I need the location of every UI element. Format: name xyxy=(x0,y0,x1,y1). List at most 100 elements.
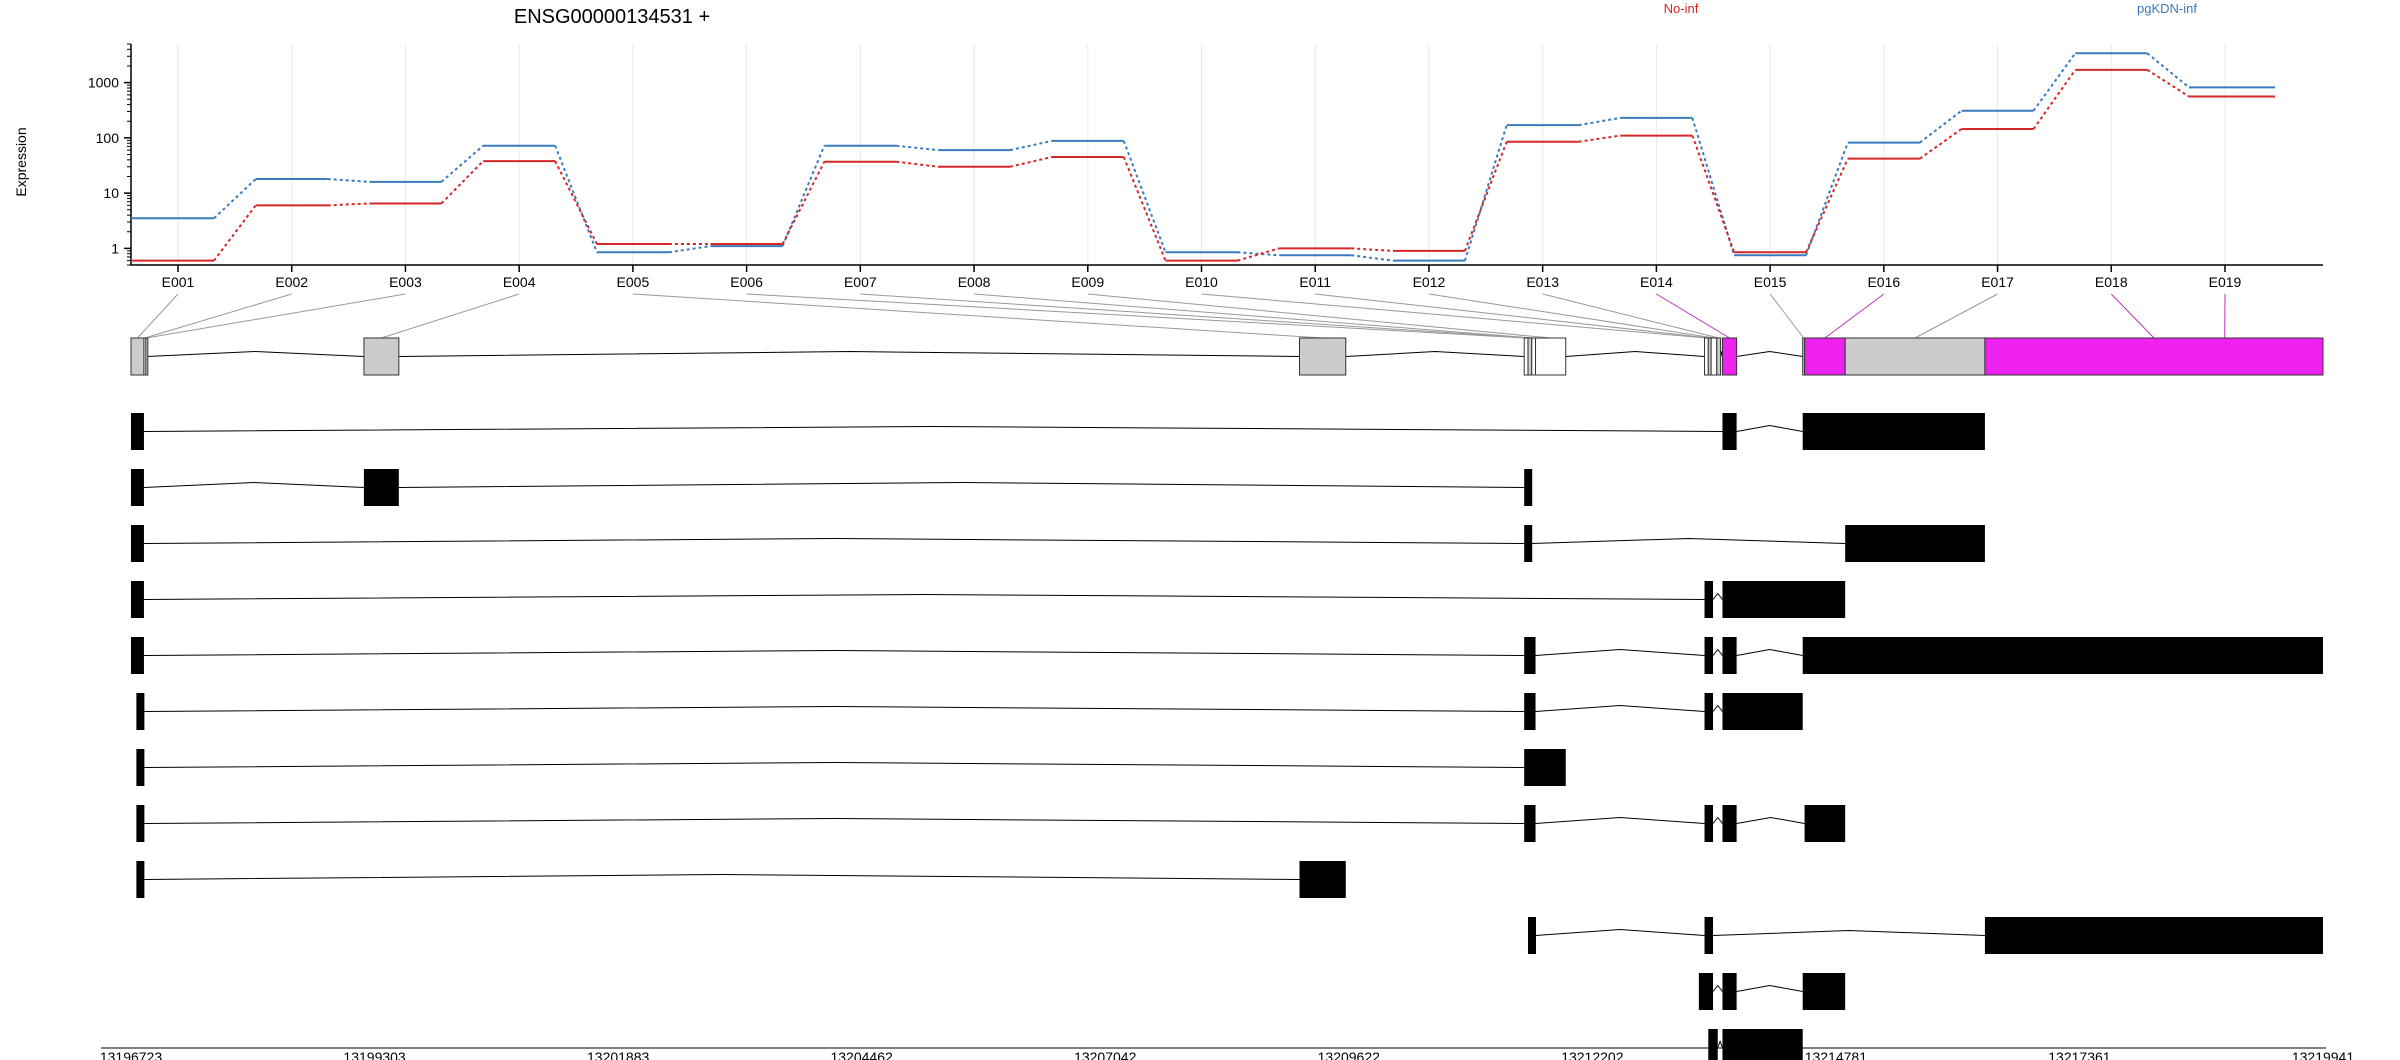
exon-connector-e016 xyxy=(1824,293,1885,339)
series-no-inf-connector xyxy=(1578,134,1621,143)
transcript-exon xyxy=(1802,637,2323,674)
exon-connector-e009 xyxy=(1087,293,1551,339)
transcript-exon xyxy=(1299,861,1346,898)
series-pgkdn-inf-connector xyxy=(668,245,711,254)
transcript-intron xyxy=(1736,816,1805,824)
y-axis-label: Expression xyxy=(13,127,29,196)
transcript-intron xyxy=(1531,537,1846,544)
series-pgkdn-inf-connector xyxy=(213,178,257,220)
transcript-exon xyxy=(1704,637,1714,674)
genomic-tick-label: 13214781 xyxy=(1805,1049,1868,1060)
genomic-tick-label: 13209622 xyxy=(1318,1049,1381,1060)
transcript-exon xyxy=(1524,749,1566,786)
exon-connector-e002 xyxy=(144,293,292,339)
x-tick-label: E010 xyxy=(1185,274,1218,290)
y-tick-label: 10 xyxy=(103,185,119,201)
gene-exon-e003 xyxy=(145,337,149,376)
transcript-exon xyxy=(1722,1029,1803,1060)
gene-intron xyxy=(1736,350,1803,357)
gene-model xyxy=(130,293,2324,376)
transcript-8 xyxy=(136,805,1846,842)
exon-connector-e012 xyxy=(1428,293,1715,339)
transcript-exon xyxy=(136,805,145,842)
transcript-exon xyxy=(1698,973,1714,1010)
genomic-tick-label: 13207042 xyxy=(1074,1049,1137,1060)
transcript-11 xyxy=(1698,973,1846,1010)
exon-connector-e018 xyxy=(2110,293,2155,339)
series-no-inf-connector xyxy=(1237,247,1280,262)
series-pgkdn-inf-connector xyxy=(1578,116,1621,127)
transcript-exon xyxy=(136,693,145,730)
transcript-exon xyxy=(363,469,399,506)
transcript-intron xyxy=(1736,424,1803,432)
x-tick-label: E011 xyxy=(1299,274,1331,290)
gene-intron xyxy=(146,350,364,357)
exon-connector-e010 xyxy=(1201,293,1707,339)
gene-intron xyxy=(398,350,1300,357)
gene-exon-e009 xyxy=(1535,337,1567,376)
transcript-intron xyxy=(143,873,1300,880)
series-pgkdn-inf-connector xyxy=(2146,52,2190,89)
y-tick-label: 1000 xyxy=(88,75,119,91)
x-tick-label: E003 xyxy=(389,274,422,290)
transcript-exon xyxy=(1984,917,2323,954)
transcript-intron xyxy=(143,425,1723,432)
legend-label-no-inf: No-inf xyxy=(1664,1,1699,16)
transcript-exon xyxy=(1704,805,1714,842)
transcript-3 xyxy=(131,525,1985,562)
transcript-exon xyxy=(1722,637,1737,674)
series-no-inf-connector xyxy=(896,160,939,168)
transcript-exon xyxy=(1524,525,1533,562)
transcript-intron xyxy=(1712,704,1723,712)
gene-exon-e012 xyxy=(1710,337,1718,376)
transcript-exon xyxy=(1704,917,1714,954)
transcript-exon xyxy=(131,525,144,562)
transcript-intron xyxy=(143,705,1525,712)
x-tick-label: E002 xyxy=(275,274,308,290)
x-tick-label: E006 xyxy=(730,274,763,290)
transcript-intron xyxy=(1736,984,1803,992)
transcript-9 xyxy=(136,861,1346,898)
x-tick-label: E005 xyxy=(617,274,650,290)
x-tick-label: E009 xyxy=(1071,274,1104,290)
transcript-intron xyxy=(1535,816,1705,824)
genomic-tick-label: 13196723 xyxy=(100,1049,163,1060)
transcript-12 xyxy=(1708,1029,1803,1060)
gene-exon-e013 xyxy=(1716,337,1722,376)
transcript-tracks xyxy=(131,413,2323,1060)
exon-connector-e011 xyxy=(1315,293,1710,339)
transcript-intron xyxy=(143,761,1525,768)
gene-exon-e008 xyxy=(1531,337,1537,376)
x-tick-label: E001 xyxy=(162,274,195,290)
exon-connector-e006 xyxy=(746,293,1527,339)
transcript-exon xyxy=(131,637,144,674)
series-no-inf-connector xyxy=(1464,141,1508,252)
gene-exon-e006 xyxy=(1523,337,1529,376)
gene-exon-e004 xyxy=(363,337,400,376)
series-no-inf-connector xyxy=(1122,156,1167,261)
gene-exon-e016 xyxy=(1804,337,1846,376)
series-pgkdn-inf-connector xyxy=(1805,142,1849,256)
series-no-inf-connector xyxy=(2032,69,2077,130)
transcript-6 xyxy=(136,693,1803,730)
x-tick-label: E004 xyxy=(503,274,536,290)
transcript-exon xyxy=(1704,693,1714,730)
transcript-5 xyxy=(131,637,2323,674)
x-tick-label: E018 xyxy=(2095,274,2128,290)
x-tick-label: E013 xyxy=(1526,274,1559,290)
series-pgkdn-inf-connector xyxy=(327,178,370,183)
transcript-exon xyxy=(1722,581,1846,618)
series-no-inf-connector xyxy=(1805,158,1849,253)
series-pgkdn-inf-connector xyxy=(1691,117,1736,256)
series-pgkdn-inf-connector xyxy=(2032,52,2077,112)
transcript-intron xyxy=(1713,929,1985,936)
exon-connector-e015 xyxy=(1769,293,1805,339)
chart-title: ENSG00000134531 + xyxy=(514,6,710,28)
series-pgkdn-inf-connector xyxy=(1463,124,1508,261)
exon-connector-e013 xyxy=(1542,293,1719,339)
genomic-axis: 13196723 13199303 13201883 13204462 13207042… xyxy=(100,1047,2354,1060)
transcript-intron xyxy=(143,817,1525,824)
genomic-tick-label: 13212202 xyxy=(1561,1049,1624,1060)
gene-exon-e001 xyxy=(130,337,145,376)
transcript-exon xyxy=(136,861,145,898)
